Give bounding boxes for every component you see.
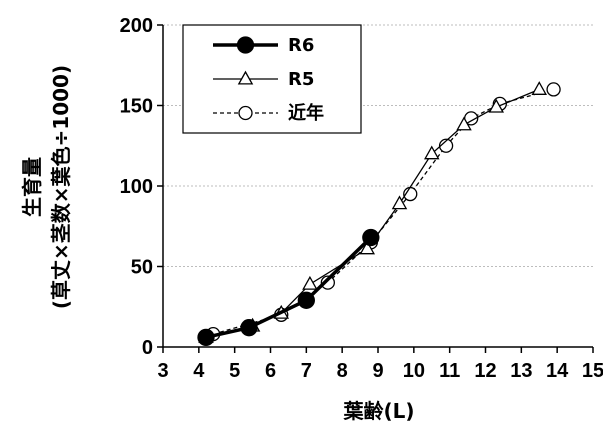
y-axis-title-line1: 生育量 [20, 157, 44, 217]
x-tick-label-8: 8 [337, 360, 348, 382]
data-point-2-9 [488, 98, 505, 113]
legend-marker-1 [236, 36, 255, 54]
x-tick-label-10: 10 [403, 360, 425, 382]
data-point-2-4 [302, 275, 318, 290]
legend-label-3: 近年 [288, 102, 324, 124]
legend-label-1: R6 [288, 35, 314, 56]
legend-marker-3 [238, 105, 253, 121]
axes: 0 50 100 150 200 3 4 5 6 7 8 9 10 11 12 13 14 15 [120, 15, 603, 382]
x-tick-label-3: 3 [157, 360, 168, 382]
x-tick-label-5: 5 [229, 360, 240, 382]
y-tick-label-50: 50 [131, 257, 153, 279]
x-tick-label-6: 6 [265, 360, 276, 382]
data-point-1-3 [297, 291, 315, 309]
x-tick-label-4: 4 [193, 360, 205, 382]
y-tick-label-100: 100 [120, 176, 153, 198]
x-tick-label-7: 7 [301, 360, 312, 382]
x-tick-label-12: 12 [474, 360, 496, 382]
y-axis-title-line2: (草丈×茎数×葉色÷1000) [49, 65, 73, 309]
legend: R6 R5 近年 [182, 24, 362, 134]
x-tick-label-14: 14 [546, 360, 569, 382]
data-point-1-2 [240, 319, 258, 337]
y-tick-label-200: 200 [120, 15, 153, 37]
data-point-2-7 [423, 145, 440, 160]
legend-marker-2 [237, 70, 254, 85]
data-point-2-10 [531, 81, 548, 95]
x-tick-label-9: 9 [372, 360, 383, 382]
data-point-1-1 [197, 328, 215, 346]
data-point-2-8 [456, 116, 472, 131]
x-tick-label-11: 11 [439, 360, 460, 382]
x-tick-label-13: 13 [510, 360, 532, 382]
data-point-2-5 [359, 240, 376, 255]
x-axis-title: 葉齢(L) [342, 399, 414, 423]
series-line-1 [205, 236, 373, 340]
y-tick-label-0: 0 [142, 337, 153, 359]
series-layer [197, 81, 561, 346]
data-point-3-3 [320, 275, 335, 290]
y-tick-label-150: 150 [120, 96, 153, 118]
series-1 [197, 228, 380, 346]
data-point-3-6 [438, 138, 454, 153]
data-point-1-4 [362, 228, 380, 247]
data-point-2-6 [391, 195, 408, 210]
data-point-3-9 [546, 82, 561, 97]
legend-label-2: R5 [288, 69, 314, 90]
x-tick-label-15: 15 [582, 360, 603, 382]
